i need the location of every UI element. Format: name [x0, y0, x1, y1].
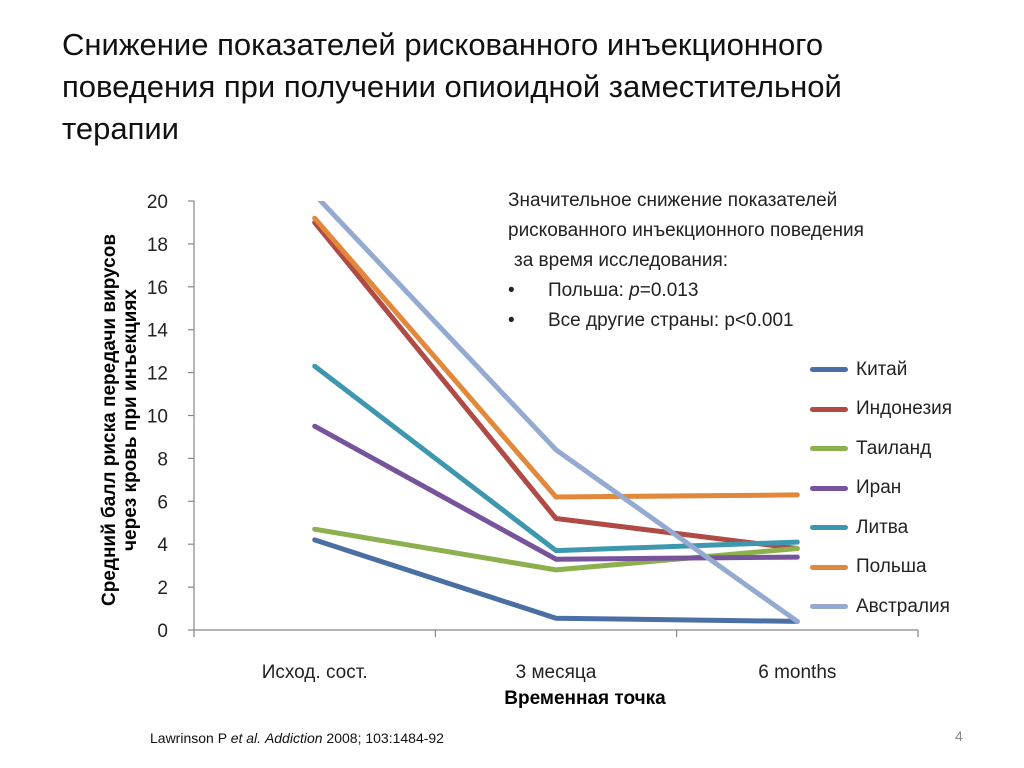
- legend-swatch: [810, 604, 848, 610]
- annotation-line-2: рискованного инъекционного поведения: [508, 220, 864, 241]
- legend-swatch: [810, 446, 848, 452]
- annotation-line-3: за время исследования:: [514, 250, 729, 271]
- y-tick-label: 6: [157, 492, 168, 513]
- bullet-poland-value: =0.013: [639, 280, 699, 301]
- y-tick-label: 20: [147, 192, 168, 213]
- legend-item: Литва: [810, 508, 952, 548]
- legend-swatch: [810, 367, 848, 373]
- citation-etal: et al.: [230, 730, 262, 746]
- legend-item: Австралия: [810, 587, 952, 627]
- legend-swatch: [810, 525, 848, 531]
- citation-rest: 2008; 103:1484-92: [322, 730, 444, 746]
- legend-item: Китай: [810, 350, 952, 390]
- legend-label: Польша: [856, 556, 927, 578]
- annotation-bullet-poland: Польша: p=0.013: [508, 276, 988, 306]
- y-tick-label: 10: [147, 407, 168, 428]
- page-number: 4: [955, 728, 963, 744]
- legend-item: Иран: [810, 469, 952, 509]
- legend-label: Австралия: [856, 595, 950, 617]
- citation-journal: Addiction: [264, 730, 323, 746]
- legend-label: Литва: [856, 516, 909, 538]
- citation: Lawrinson P et al. Addiction 2008; 103:1…: [150, 730, 444, 746]
- y-tick-label: 18: [147, 235, 168, 256]
- x-tick-label: Исход. сост.: [262, 662, 368, 683]
- series-line: [317, 201, 800, 624]
- series-line: [312, 215, 800, 500]
- series-group: [312, 201, 800, 624]
- legend-swatch: [810, 485, 848, 491]
- y-tick-label: 12: [147, 364, 168, 385]
- series-line: [312, 363, 800, 554]
- legend-item: Польша: [810, 548, 952, 588]
- legend-swatch: [810, 564, 848, 570]
- annotation-bullet-others: Все другие страны: p<0.001: [508, 306, 988, 336]
- y-tick-label: 8: [157, 449, 168, 470]
- series-line: [312, 423, 800, 562]
- legend-swatch: [810, 406, 848, 412]
- y-tick-label: 16: [147, 278, 168, 299]
- y-tick-label: 4: [157, 535, 168, 556]
- y-tick-label: 0: [157, 621, 168, 642]
- y-tick-label: 2: [157, 578, 168, 599]
- legend-item: Таиланд: [810, 429, 952, 469]
- x-axis-label: Временная точка: [504, 688, 666, 709]
- y-tick-label: 14: [147, 321, 169, 342]
- annotation-line-1: Значительное снижение показателей: [508, 190, 838, 211]
- x-tick-label: 6 months: [758, 662, 836, 683]
- y-axis-label-container: Средний балл риска передачи вирусов чере…: [30, 230, 210, 610]
- significance-annotation: Значительное снижение показателей рисков…: [508, 186, 988, 336]
- legend-label: Иран: [856, 477, 902, 499]
- series-line: [312, 220, 800, 551]
- citation-prefix: Lawrinson P: [150, 730, 231, 746]
- legend-label: Таиланд: [856, 437, 932, 459]
- x-tick-label: 3 месяца: [516, 662, 597, 683]
- legend-item: Индонезия: [810, 390, 952, 430]
- bullet-poland-prefix: Польша:: [548, 280, 630, 301]
- series-line: [312, 537, 800, 624]
- legend-label: Индонезия: [856, 398, 953, 420]
- bullet-poland-p: p: [629, 280, 640, 301]
- chart-legend: Китай Индонезия Таиланд Иран Литва Польша Авст…: [810, 350, 952, 627]
- y-axis-label: Средний балл риска передачи вирусов чере…: [99, 233, 141, 607]
- legend-label: Китай: [856, 358, 908, 380]
- slide-title: Снижение показателей рискованного инъекц…: [62, 27, 842, 146]
